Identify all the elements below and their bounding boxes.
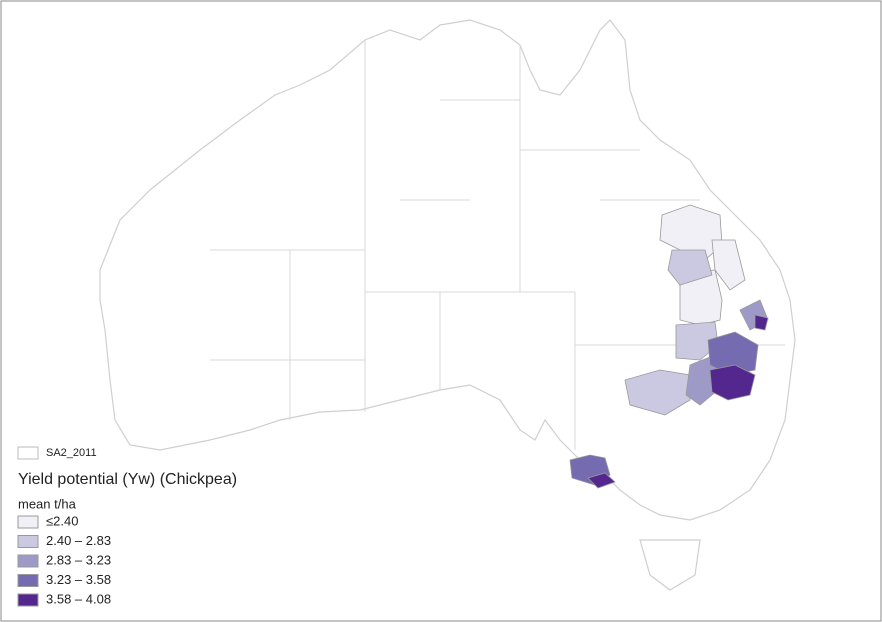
region xyxy=(711,239,746,291)
class-swatch xyxy=(17,574,39,587)
class-swatch xyxy=(17,535,39,548)
region xyxy=(754,314,769,331)
class-label: 3.58 – 4.08 xyxy=(46,591,111,606)
class-label: 2.83 – 3.23 xyxy=(46,552,111,567)
class-swatch xyxy=(17,593,39,607)
class-swatch xyxy=(17,554,39,568)
legend: SA2_2011 Yield potential (Yw) (Chickpea)… xyxy=(17,446,237,607)
mainland xyxy=(99,19,796,521)
region xyxy=(624,369,691,416)
legend-classes: ≤2.40 2.40 – 2.83 2.83 – 3.23 3.23 – 3.58 3.… xyxy=(17,513,111,607)
australia xyxy=(99,19,796,591)
tasmania xyxy=(639,539,701,591)
region xyxy=(667,249,713,286)
class-label: 3.23 – 3.58 xyxy=(46,572,111,587)
class-label: 2.40 – 2.83 xyxy=(46,533,111,548)
legend-title: Yield potential (Yw) (Chickpea) xyxy=(18,471,237,488)
region xyxy=(587,472,616,489)
layer-label: SA2_2011 xyxy=(46,447,97,459)
layer-swatch xyxy=(17,446,39,460)
class-label: ≤2.40 xyxy=(46,513,78,528)
legend-subtitle: mean t/ha xyxy=(18,496,77,511)
class-swatch xyxy=(17,515,39,529)
yield-regions xyxy=(569,204,769,489)
region xyxy=(707,331,759,376)
region xyxy=(709,364,756,401)
